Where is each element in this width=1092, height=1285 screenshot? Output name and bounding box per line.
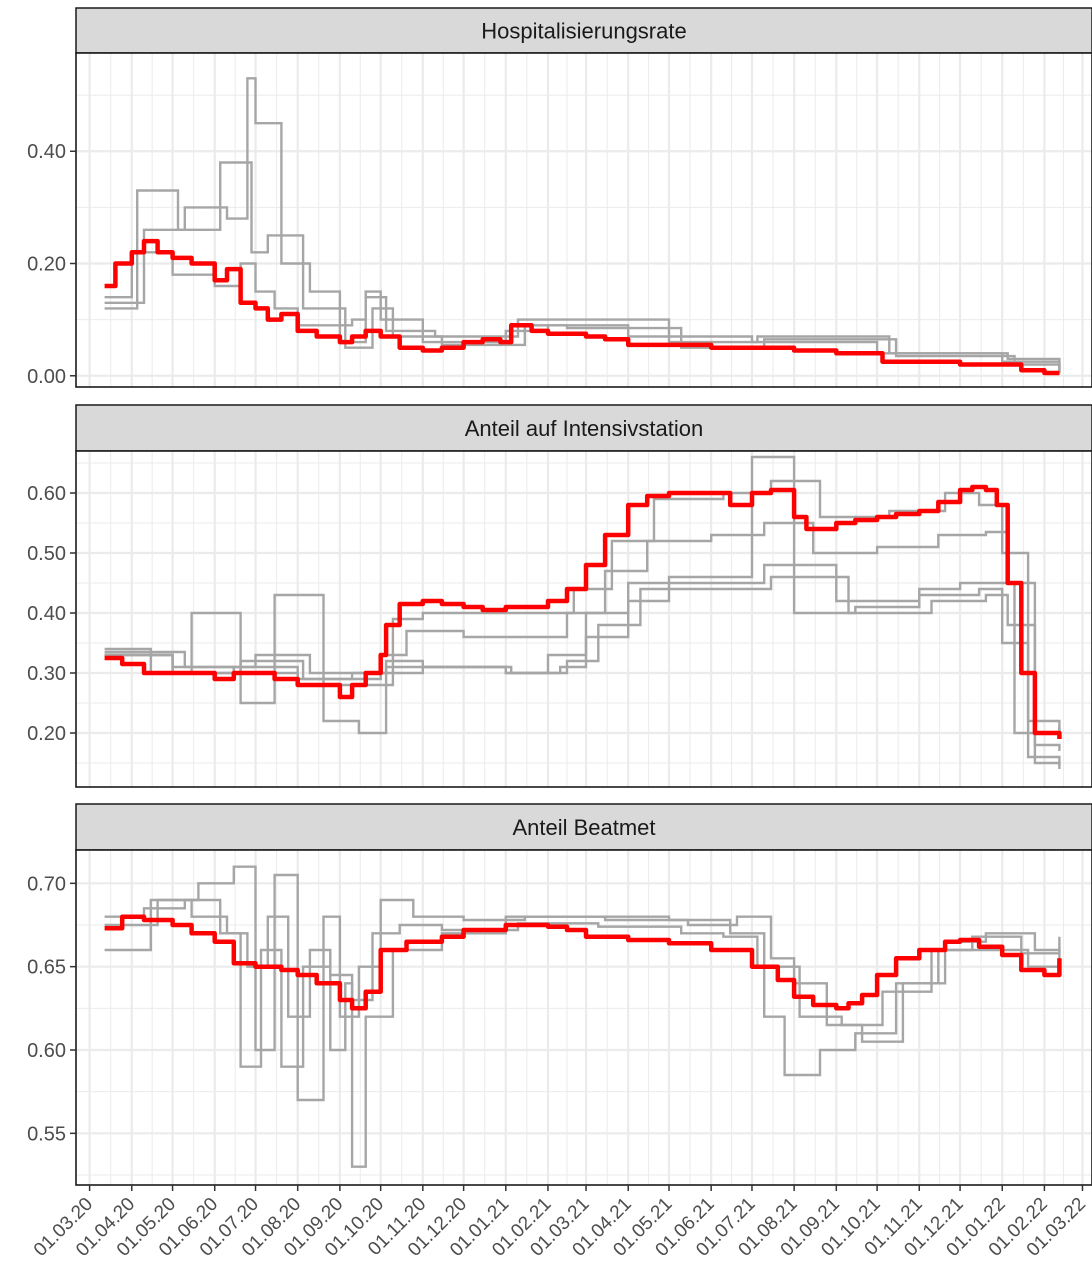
y-tick-label: 0.60 <box>27 483 66 505</box>
panel-2: Anteil auf Intensivstation 0.20 0.30 0.40 0.… <box>27 404 1092 788</box>
panel-title: Hospitalisierungsrate <box>481 19 686 44</box>
y-tick-label: 0.40 <box>27 141 66 163</box>
y-tick-label: 0.50 <box>27 543 66 565</box>
y-tick-label: 0.55 <box>27 1123 66 1145</box>
panel-3: Anteil Beatmet 0.55 0.60 0.65 0.70 <box>27 803 1092 1186</box>
grid <box>76 850 1092 1185</box>
background-series-line <box>104 575 1061 769</box>
panel-1: Hospitalisierungsrate 0.00 0.20 0.40 <box>27 7 1092 388</box>
y-tick-label: 0.00 <box>27 366 66 388</box>
highlight-series-line <box>104 914 1062 1011</box>
y-tick-label: 0.60 <box>27 1040 66 1062</box>
plot-background <box>76 53 1092 387</box>
y-tick-label: 0.20 <box>27 723 66 745</box>
highlight-series-line <box>104 484 1062 739</box>
panel-strip <box>75 803 1092 851</box>
panel-title: Anteil auf Intensivstation <box>465 416 703 441</box>
background-series-line <box>104 455 1061 735</box>
plot-background <box>76 850 1092 1185</box>
panel-border <box>75 450 1092 788</box>
background-series-line <box>104 898 1061 1168</box>
y-tick-label: 0.20 <box>27 254 66 276</box>
panel-border <box>75 52 1092 388</box>
background-series-line <box>104 161 1061 374</box>
background-series-line <box>104 77 1061 373</box>
y-tick-label: 0.40 <box>27 603 66 625</box>
x-axis: 01.03.2001.04.2001.05.2001.06.2001.07.20… <box>30 1185 1090 1261</box>
y-tick-label: 0.30 <box>27 663 66 685</box>
highlight-series-line <box>104 238 1060 376</box>
panel-border <box>75 849 1092 1186</box>
background-series-line <box>104 898 1061 1027</box>
y-tick-label: 0.65 <box>27 957 66 979</box>
panel-strip <box>75 404 1092 452</box>
background-series-line <box>104 865 1061 1102</box>
panel-title: Anteil Beatmet <box>512 815 655 840</box>
y-tick-label: 0.70 <box>27 873 66 895</box>
plot-background <box>76 451 1092 787</box>
panel-strip <box>75 7 1092 54</box>
background-series-line <box>104 521 1061 751</box>
panels-layer: Hospitalisierungsrate0.000.200.40Anteil … <box>27 7 1092 1186</box>
